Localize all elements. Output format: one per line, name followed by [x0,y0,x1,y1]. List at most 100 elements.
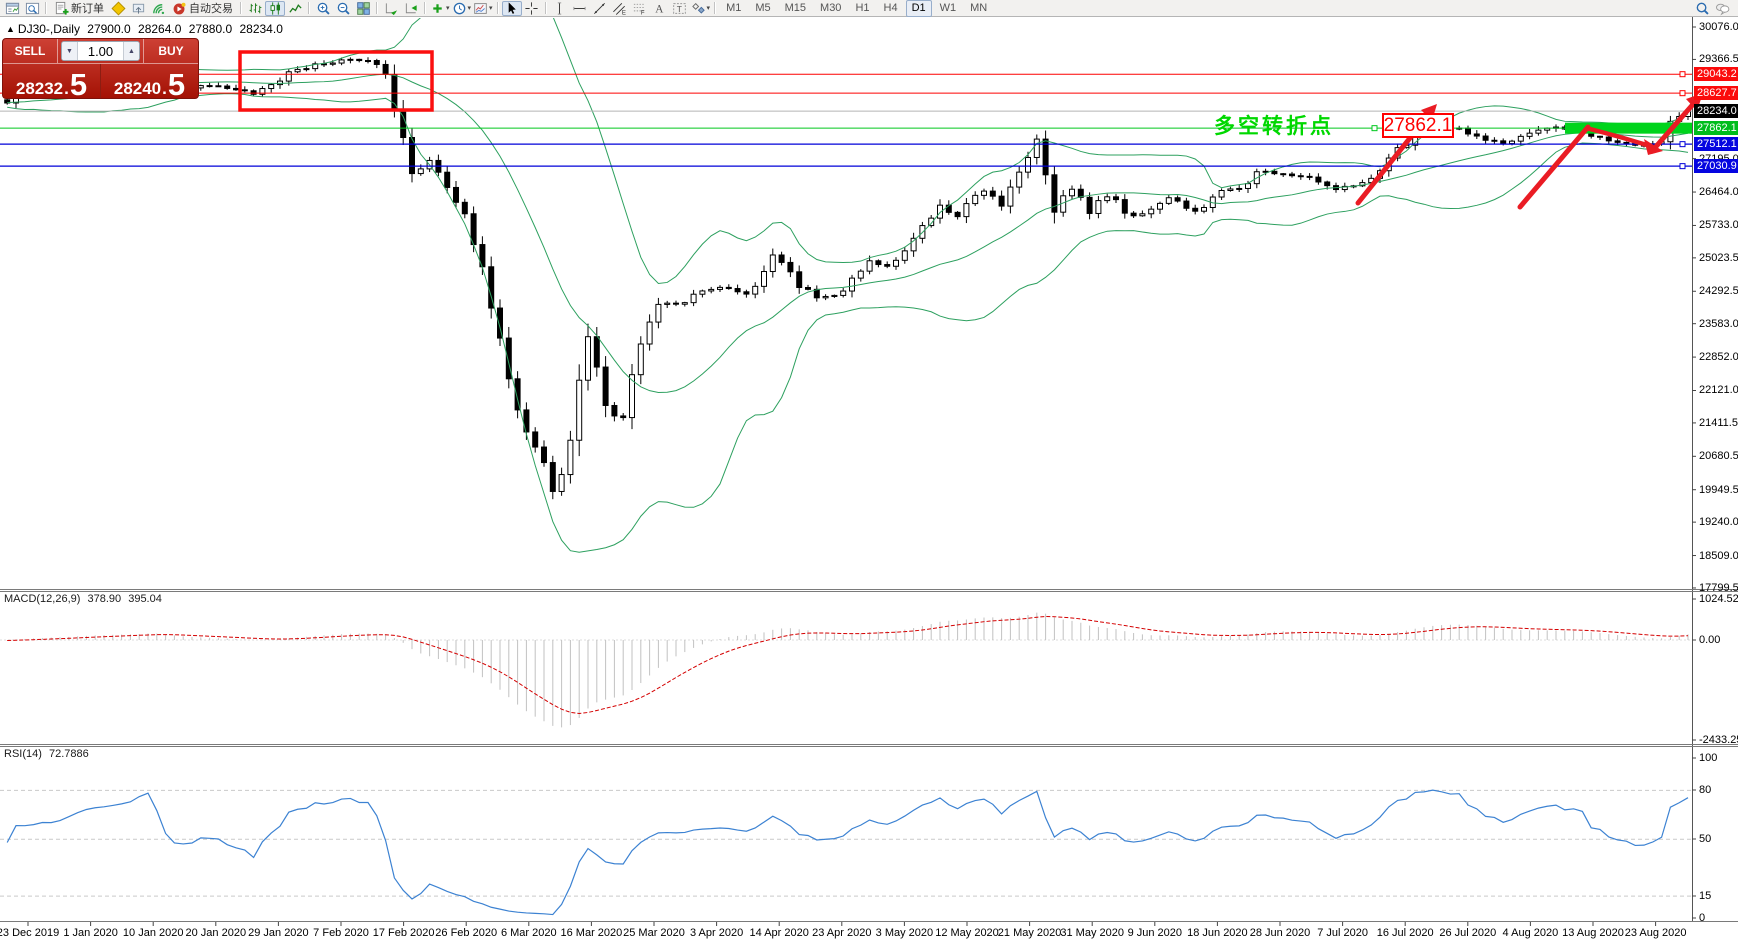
timeframe-toolbar: M1 M5 M15 M30 H1 H4 D1 W1 MN [719,0,994,17]
timeframe-d1-button[interactable]: D1 [905,0,932,17]
volume-input[interactable]: 1.00 [87,43,114,59]
sell-button[interactable]: SELL [3,39,58,63]
auto-scroll-icon[interactable] [381,1,401,16]
autotrading-label: 自动交易 [189,3,233,15]
toolbar-buttons: 新订单 自动交易 ▾ ▾ ▾ E F A T ▾ [2,0,719,16]
search-icon[interactable] [1692,1,1712,16]
svg-text:F: F [641,9,645,15]
toolbar-separator [308,2,310,14]
line-endpoint-marker[interactable] [1679,71,1686,78]
bar-chart-icon[interactable] [245,1,265,16]
axis-ticks [27,26,1696,926]
vline-icon[interactable] [550,1,570,16]
zoom-out-icon[interactable] [333,1,353,16]
channel-icon[interactable]: E [610,1,630,16]
turning-point-annotation[interactable]: 多空转折点 [1214,115,1334,138]
toolbar-separator [424,2,426,14]
upload-chart-icon[interactable] [128,1,148,16]
pullback-wave[interactable] [1585,125,1651,149]
ohlc-high: 28264.0 [138,22,182,36]
timeframe-m1-button[interactable]: M1 [726,1,742,14]
trend-arrow[interactable] [1517,124,1591,210]
symbol-period: DJ30-,Daily [17,22,80,36]
bollinger-bands [7,18,1689,553]
one-click-trading-panel: SELL ▼ 1.00 ▲ BUY 28232. 5 28240. 5 [2,38,199,99]
timeframe-mn-button[interactable]: MN [970,1,988,14]
hline-icon[interactable] [570,1,590,16]
toolbar-separator [376,2,378,14]
green-zone-bar[interactable] [1565,122,1692,134]
charts-list-icon[interactable] [2,1,22,16]
macd-signal-value: 395.04 [128,593,162,605]
collapse-triangle-icon[interactable]: ▲ [6,24,15,34]
line-endpoint-marker[interactable] [1679,163,1686,170]
toolbar-separator [544,2,547,14]
volume-decrease-button[interactable]: ▼ [62,42,78,60]
buy-price[interactable]: 28240. 5 [101,64,198,99]
svg-text:A: A [655,3,664,15]
trend-annotations [238,50,1703,210]
rsi-value: 72.7886 [48,748,89,760]
sell-price-dot: . [64,79,69,98]
ohlc-open: 27900.0 [87,22,131,36]
volume-increase-button[interactable]: ▲ [123,42,139,60]
timeframe-w1-button[interactable]: W1 [939,1,957,14]
signal-icon[interactable] [148,1,168,16]
svg-text:E: E [622,9,626,15]
macd-label: MACD(12,26,9) 378.90 395.04 [4,593,166,605]
price-level-box[interactable]: 27862.1 [1382,113,1454,138]
indicators-dropdown-icon[interactable]: ▾ [446,5,450,12]
chat-icon[interactable] [1712,1,1732,16]
line-endpoint-marker[interactable] [1679,141,1686,148]
trendline-icon[interactable] [590,1,610,16]
ohlc-close: 28234.0 [239,22,283,36]
timeframe-h4-button[interactable]: H4 [883,1,898,14]
macd-main-value: 378.90 [87,593,122,605]
volume-stepper: ▼ 1.00 ▲ [61,41,140,61]
main-toolbar: 新订单 自动交易 ▾ ▾ ▾ E F A T ▾ M1 M5 M15 M30 H1 H4 D1 W1 MN [0,0,1738,17]
timeframe-m5-button[interactable]: M5 [755,1,771,14]
timeframe-m15-button[interactable]: M15 [784,1,807,14]
buy-price-main: 28240 [113,79,162,98]
new-order-label: 新订单 [71,3,104,15]
rsi-label: RSI(14) 72.7886 [4,748,93,760]
tile-windows-icon[interactable] [353,1,373,16]
chart-shift-icon[interactable] [401,1,421,16]
sell-price-main: 28232 [15,79,64,98]
buy-price-frac: 5 [167,66,186,99]
buy-button[interactable]: BUY [143,39,198,63]
new-order-button[interactable]: 新订单 [50,1,108,16]
autotrading-button[interactable]: 自动交易 [168,1,237,16]
trend-arrow[interactable] [1650,99,1698,153]
consolidation-box[interactable] [238,50,434,112]
cursor-icon[interactable] [501,0,522,16]
shapes-icon[interactable]: ▾ [690,1,712,16]
text-icon[interactable]: A [650,1,670,16]
zoom-in-icon[interactable] [313,1,333,16]
toolbar-separator [45,2,47,14]
templates-icon[interactable]: ▾ [472,1,494,16]
periods-icon[interactable]: ▾ [451,1,473,16]
timeframe-h1-button[interactable]: H1 [855,1,870,14]
sell-price[interactable]: 28232. 5 [3,64,101,98]
crosshair-icon[interactable] [522,1,542,16]
timeframe-m30-button[interactable]: M30 [820,1,842,14]
line-chart-icon[interactable] [285,1,305,16]
data-window-icon[interactable] [22,1,42,16]
candle-chart-icon[interactable] [265,0,285,16]
periods-dropdown-icon[interactable]: ▾ [467,5,472,12]
shapes-dropdown-icon[interactable]: ▾ [706,5,711,12]
indicators-icon[interactable]: ▾ [429,1,451,16]
templates-dropdown-icon[interactable]: ▾ [489,5,493,12]
rsi-name: RSI(14) [4,748,42,760]
toolbar-separator [714,2,717,14]
line-endpoint-marker[interactable] [1679,90,1686,97]
toolbar-separator [240,2,242,14]
fibonacci-icon[interactable]: F [630,1,650,16]
metaeditor-icon[interactable] [108,0,128,16]
label-icon[interactable]: T [670,1,690,16]
macd-name: MACD(12,26,9) [4,593,81,605]
line-endpoint-marker[interactable] [1371,125,1378,132]
